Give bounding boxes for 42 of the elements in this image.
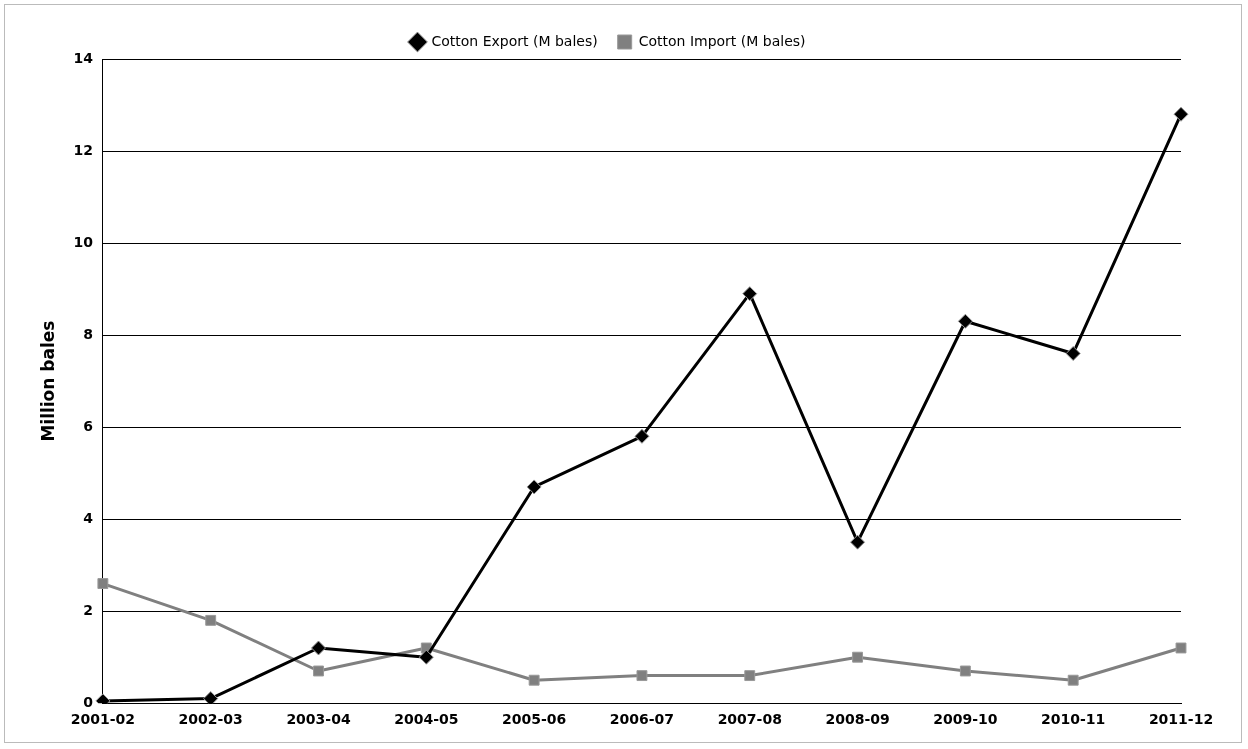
- legend-label: Cotton Import (M bales): [638, 32, 806, 49]
- x-tick-label: 2001-02: [70, 711, 136, 728]
- point: [526, 479, 542, 495]
- point: [205, 614, 217, 626]
- point: [1065, 345, 1081, 361]
- x-tick-label: 2008-09: [825, 711, 890, 728]
- point: [634, 428, 650, 444]
- point: [959, 665, 971, 677]
- point: [850, 534, 866, 550]
- point: [528, 674, 540, 686]
- x-tick-label: 2002-03: [178, 711, 243, 728]
- point: [311, 640, 327, 656]
- point: [636, 670, 648, 682]
- point: [418, 649, 434, 665]
- y-tick-label: 4: [83, 509, 94, 526]
- x-tick-label: 2003-04: [286, 711, 351, 728]
- point: [203, 691, 219, 704]
- point: [1173, 106, 1189, 122]
- y-tick-label: 2: [83, 601, 93, 618]
- x-tick-label: 2011-12: [1148, 711, 1214, 728]
- y-tick-label: 12: [73, 141, 93, 158]
- y-axis-title: Million bales: [37, 320, 58, 442]
- x-tick-label: 2009-10: [933, 711, 998, 728]
- point: [313, 665, 324, 677]
- point: [742, 286, 758, 302]
- point: [1067, 674, 1079, 686]
- point: [744, 670, 756, 682]
- legend-label: Cotton Export (M bales): [431, 32, 598, 49]
- x-tick-label: 2004-05: [394, 711, 459, 728]
- point: [1175, 642, 1187, 654]
- x-tick-label: 2006-07: [609, 711, 675, 728]
- y-tick-label: 0: [83, 693, 94, 710]
- x-tick-label: 2005-06: [502, 711, 567, 728]
- point: [97, 578, 109, 590]
- y-tick-label: 8: [83, 325, 93, 342]
- point: [852, 651, 864, 663]
- x-tick-label: 2010-11: [1041, 711, 1106, 728]
- y-tick-label: 6: [83, 417, 93, 434]
- point: [957, 313, 973, 329]
- y-tick-label: 14: [73, 49, 94, 66]
- x-tick-label: 2007-08: [717, 711, 782, 728]
- y-tick-label: 10: [73, 233, 94, 250]
